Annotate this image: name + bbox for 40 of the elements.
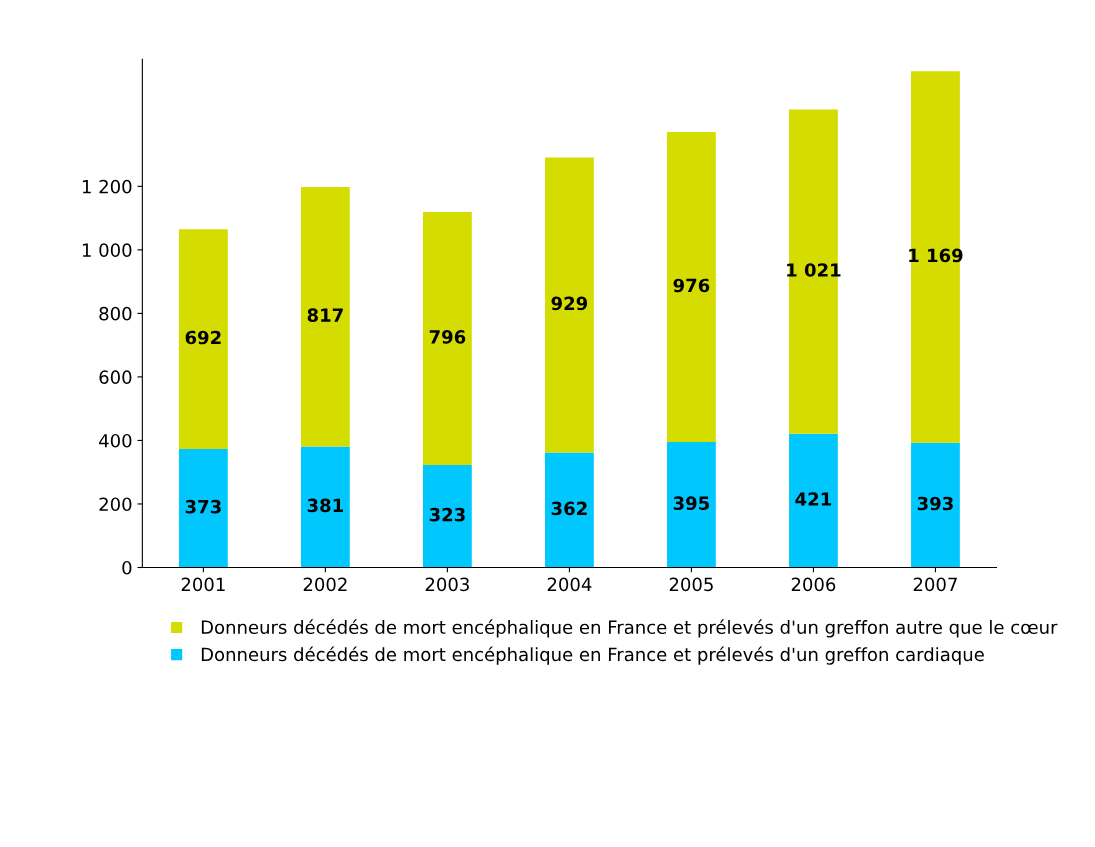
bar [300, 446, 350, 568]
data-label: 817 [307, 308, 343, 322]
bar [422, 464, 472, 568]
bar [545, 157, 594, 453]
bar [789, 433, 838, 568]
x-tick-label: 2004 [547, 577, 592, 592]
bar [422, 212, 472, 465]
legend-label: Donneurs décédés de mort encéphalique en France et prélevés d'un greffon cardiaque [201, 646, 984, 665]
bar [911, 442, 960, 568]
y-tick-label: 200 [99, 497, 132, 512]
x-tick-label: 2006 [791, 577, 836, 592]
bar [178, 449, 228, 568]
data-label: 395 [673, 496, 709, 510]
data-label: 692 [185, 330, 221, 345]
data-label: 323 [429, 507, 465, 522]
bar [667, 442, 716, 568]
y-tick-label: 1 200 [82, 179, 132, 194]
y-tick-label: 0 [122, 560, 132, 575]
data-label: 393 [917, 496, 953, 511]
data-label: 373 [185, 499, 221, 514]
x-tick-label: 2001 [181, 577, 225, 592]
legend-label: Donneurs décédés de mort encéphalique en France et prélevés d'un greffon autre que le cœur [201, 619, 1058, 638]
data-label: 362 [551, 501, 587, 516]
y-tick-label: 400 [99, 433, 132, 448]
x-tick-label: 2007 [913, 577, 957, 592]
data-label: 421 [795, 492, 832, 506]
y-tick-label: 800 [99, 306, 132, 321]
x-tick-label: 2005 [669, 577, 713, 592]
bar [300, 186, 350, 447]
y-tick-label: 600 [99, 370, 132, 385]
data-label: 929 [551, 296, 588, 311]
data-label: 976 [673, 278, 710, 293]
data-label: 796 [429, 330, 466, 344]
x-tick-label: 2003 [425, 577, 469, 592]
x-tick-label: 2002 [303, 577, 347, 592]
y-tick-label: 1 000 [82, 243, 132, 257]
bar [667, 132, 716, 443]
bar [178, 229, 228, 450]
data-label: 381 [307, 498, 343, 513]
bar [545, 452, 594, 568]
